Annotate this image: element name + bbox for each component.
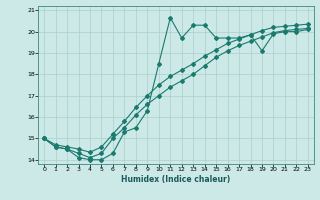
- X-axis label: Humidex (Indice chaleur): Humidex (Indice chaleur): [121, 175, 231, 184]
